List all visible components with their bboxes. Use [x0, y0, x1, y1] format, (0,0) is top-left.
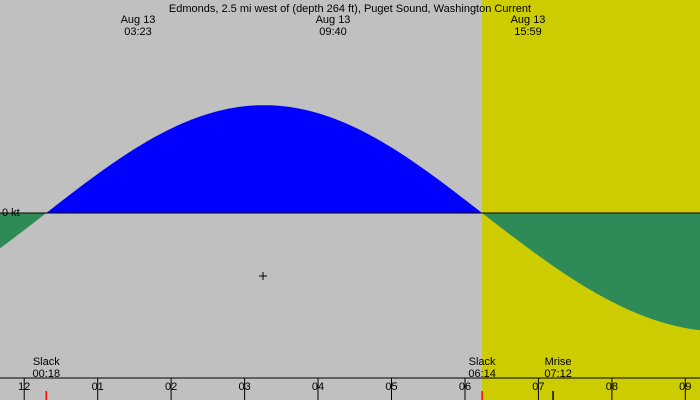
- x-tick-label: 07: [532, 381, 544, 393]
- peak-time-label: 09:40: [319, 26, 347, 38]
- event-name-label: Mrise: [545, 356, 572, 368]
- x-tick-label: 03: [238, 381, 250, 393]
- daylight-band: [482, 0, 700, 400]
- event-name-label: Slack: [33, 356, 60, 368]
- x-tick-label: 06: [459, 381, 471, 393]
- zero-label: 0 kt: [2, 207, 20, 219]
- peak-date-label: Aug 13: [316, 14, 351, 26]
- flood-current-area: [0, 105, 700, 213]
- cursor-crosshair: [259, 272, 267, 280]
- x-tick-label: 05: [385, 381, 397, 393]
- peak-time-label: 15:59: [514, 26, 542, 38]
- ebb-current-area: [0, 213, 700, 331]
- x-tick-label: 09: [679, 381, 691, 393]
- event-name-label: Slack: [469, 356, 496, 368]
- peak-time-label: 03:23: [124, 26, 152, 38]
- event-time-label: 00:18: [33, 368, 61, 380]
- x-tick-label: 04: [312, 381, 324, 393]
- chart-title: Edmonds, 2.5 mi west of (depth 264 ft), …: [169, 3, 531, 15]
- x-tick-label: 08: [606, 381, 618, 393]
- x-tick-label: 12: [18, 381, 30, 393]
- x-tick-label: 01: [92, 381, 104, 393]
- x-tick-label: 02: [165, 381, 177, 393]
- x-axis: 1112010203040506070809101112010203040506…: [0, 377, 700, 400]
- event-time-label: 06:14: [468, 368, 496, 380]
- event-time-label: 07:12: [544, 368, 572, 380]
- peak-date-label: Aug 13: [511, 14, 546, 26]
- peak-date-label: Aug 13: [121, 14, 156, 26]
- event-labels: Slack00:18Slack06:14Mrise07:12Slack12:48…: [33, 356, 572, 400]
